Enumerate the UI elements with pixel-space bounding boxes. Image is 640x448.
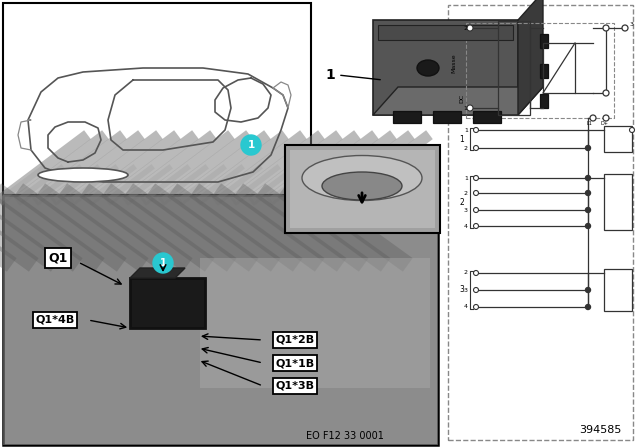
Ellipse shape: [322, 172, 402, 200]
Text: 1: 1: [325, 68, 335, 82]
Bar: [498, 21, 530, 115]
Circle shape: [467, 25, 473, 31]
Ellipse shape: [417, 60, 439, 76]
Circle shape: [474, 176, 479, 181]
Circle shape: [603, 25, 609, 31]
Text: 3: 3: [460, 285, 465, 294]
Text: Q1*3B: Q1*3B: [275, 381, 314, 391]
Bar: [604, 174, 632, 230]
Bar: [540, 64, 548, 78]
Circle shape: [474, 207, 479, 212]
Circle shape: [474, 271, 479, 276]
Text: EO F12 33 0001: EO F12 33 0001: [306, 431, 384, 441]
Bar: [378, 25, 513, 40]
Text: 1: 1: [464, 128, 468, 133]
Text: 1: 1: [248, 140, 255, 150]
Text: DC: DC: [460, 93, 465, 103]
Bar: [604, 126, 632, 152]
Text: 2: 2: [460, 198, 465, 207]
Polygon shape: [518, 0, 543, 115]
Circle shape: [586, 207, 591, 212]
Polygon shape: [373, 87, 543, 115]
Text: 1: 1: [460, 134, 465, 143]
Polygon shape: [130, 268, 185, 278]
Bar: [604, 269, 632, 311]
Bar: [393, 111, 421, 123]
Text: 2: 2: [464, 271, 468, 276]
Text: 3: 3: [464, 207, 468, 212]
Text: 2: 2: [463, 26, 467, 30]
Bar: [448, 5, 633, 440]
Circle shape: [586, 146, 591, 151]
Text: L1: L1: [586, 121, 592, 125]
Bar: [3, 195, 438, 445]
Bar: [130, 278, 205, 328]
Circle shape: [474, 128, 479, 133]
Circle shape: [153, 253, 173, 273]
Text: 1: 1: [463, 105, 467, 111]
Text: 4: 4: [464, 305, 468, 310]
Text: 2: 2: [464, 190, 468, 195]
Text: 1: 1: [159, 258, 166, 268]
Bar: [285, 145, 440, 233]
Text: 4: 4: [464, 224, 468, 228]
Circle shape: [603, 90, 609, 96]
Circle shape: [603, 115, 609, 121]
Circle shape: [474, 146, 479, 151]
Bar: [543, 43, 575, 93]
Bar: [466, 23, 614, 118]
Circle shape: [474, 288, 479, 293]
Circle shape: [590, 115, 596, 121]
Bar: [473, 111, 501, 123]
Text: Q1*4B: Q1*4B: [35, 315, 75, 325]
Circle shape: [474, 190, 479, 195]
Circle shape: [622, 25, 628, 31]
Text: Q1: Q1: [48, 251, 68, 264]
Text: Masse: Masse: [451, 53, 456, 73]
Text: Q1*1B: Q1*1B: [275, 358, 315, 368]
Circle shape: [241, 135, 261, 155]
Text: 3: 3: [630, 22, 634, 26]
Bar: [3, 195, 438, 445]
Text: 3: 3: [464, 288, 468, 293]
Bar: [316, 0, 636, 195]
Bar: [433, 111, 461, 123]
Bar: [373, 20, 518, 115]
Bar: [540, 94, 548, 108]
Bar: [200, 258, 430, 388]
Circle shape: [586, 305, 591, 310]
Circle shape: [474, 224, 479, 228]
Bar: [3, 3, 311, 195]
Circle shape: [586, 190, 591, 195]
Circle shape: [630, 128, 634, 133]
Text: 1: 1: [464, 176, 468, 181]
Text: 2: 2: [464, 146, 468, 151]
Bar: [540, 34, 548, 48]
Text: 394585: 394585: [579, 425, 621, 435]
Ellipse shape: [38, 168, 128, 182]
Circle shape: [467, 105, 473, 111]
Text: Q1*2B: Q1*2B: [275, 335, 315, 345]
Circle shape: [586, 176, 591, 181]
Circle shape: [586, 288, 591, 293]
Text: D+: D+: [600, 121, 608, 125]
Circle shape: [586, 224, 591, 228]
Ellipse shape: [302, 155, 422, 201]
Circle shape: [474, 305, 479, 310]
Bar: [290, 150, 435, 228]
